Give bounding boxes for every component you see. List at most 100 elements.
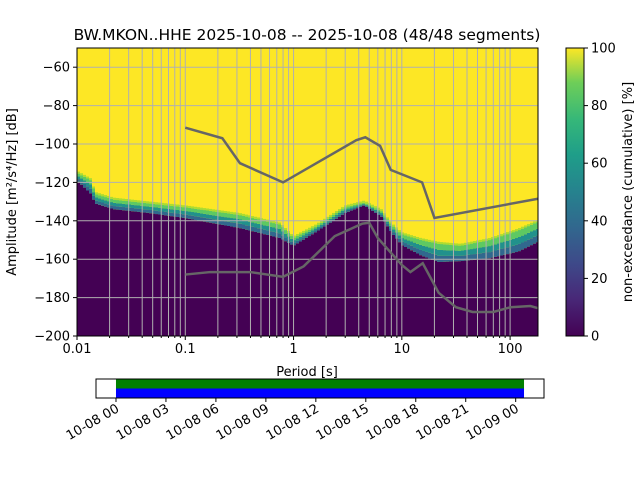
heatmap-cell-low xyxy=(140,212,143,336)
heatmap-cell-band xyxy=(209,208,212,211)
heatmap-cell-low xyxy=(386,226,389,336)
heatmap-cell-band xyxy=(533,230,536,237)
heatmap-cell-band xyxy=(533,221,536,224)
heatmap-cell-band xyxy=(389,223,392,226)
heatmap-cell-band xyxy=(434,248,437,255)
heatmap-cell-band xyxy=(332,216,335,219)
heatmap-cell-band xyxy=(371,208,374,210)
heatmap-cell-band xyxy=(116,198,119,201)
heatmap-cell-band xyxy=(419,244,422,250)
colorbar-ticks: 0 20 40 60 80 100 xyxy=(584,42,616,345)
heatmap-cell-band xyxy=(398,238,401,243)
heatmap-cell-band xyxy=(170,209,173,213)
heatmap-cell-band xyxy=(491,251,494,258)
heatmap-cell-band xyxy=(170,203,173,206)
heatmap-cell-band xyxy=(203,208,206,211)
heatmap-cell-band xyxy=(182,207,185,211)
heatmap-cell-low xyxy=(311,234,314,336)
y-tick-label: −160 xyxy=(34,253,70,268)
heatmap-cell-band xyxy=(113,199,116,203)
heatmap-cell-band xyxy=(503,233,506,236)
heatmap-cell-band xyxy=(293,240,296,243)
coverage-bar-top xyxy=(115,379,525,389)
heatmap-cell-band xyxy=(308,231,311,234)
y-axis-label: Amplitude [m²/s⁴/Hz] [dB] xyxy=(5,108,20,276)
heatmap-cell-low xyxy=(449,261,452,336)
heatmap-cell-band xyxy=(533,223,536,231)
heatmap-cell-band xyxy=(353,206,356,208)
heatmap-cell-band xyxy=(242,224,245,229)
heatmap-cell-band xyxy=(251,218,254,223)
heatmap-cell-band xyxy=(119,203,122,207)
heatmap-cell-band xyxy=(506,234,509,241)
heatmap-cell-band xyxy=(236,223,239,228)
heatmap-cell-band xyxy=(314,226,317,229)
heatmap-cell-band xyxy=(497,235,500,238)
heatmap-cell-band xyxy=(533,236,536,244)
heatmap-cell-low xyxy=(440,261,443,336)
heatmap-cell-band xyxy=(410,237,413,242)
heatmap-cell-band xyxy=(161,202,164,205)
heatmap-cell-band xyxy=(134,205,137,209)
heatmap-cell-band xyxy=(152,201,155,204)
heatmap-cell-band xyxy=(356,206,359,209)
heatmap-cell-band xyxy=(428,252,431,259)
heatmap-cell-band xyxy=(377,207,380,210)
heatmap-cell-band xyxy=(107,204,110,208)
heatmap-cell-band xyxy=(512,232,515,239)
heatmap-cell-band xyxy=(98,201,101,205)
heatmap-cell-band xyxy=(260,220,263,225)
heatmap-cell-band xyxy=(305,235,308,238)
heatmap-cell-band xyxy=(464,255,467,261)
ppsd-heatmap xyxy=(77,48,538,336)
heatmap-cell-band xyxy=(329,216,332,219)
x-axis-label: Period [s] xyxy=(276,365,338,380)
heatmap-cell-band xyxy=(284,228,287,231)
heatmap-cell-band xyxy=(428,241,431,248)
heatmap-cell-low xyxy=(227,226,230,336)
heatmap-cell-low xyxy=(95,203,98,336)
timeline-tick-label: 10-08 21 xyxy=(414,401,472,443)
heatmap-cell-band xyxy=(482,239,485,242)
heatmap-cell-band xyxy=(527,239,530,247)
heatmap-cell-low xyxy=(359,206,362,336)
heatmap-cell-band xyxy=(122,198,125,201)
heatmap-cell-low xyxy=(320,228,323,336)
heatmap-cell-band xyxy=(185,207,188,212)
heatmap-cell-band xyxy=(158,211,161,215)
timeline-tick-label: 10-08 03 xyxy=(114,401,172,443)
heatmap-cell-band xyxy=(389,225,392,229)
heatmap-cell-band xyxy=(125,199,128,202)
heatmap-cell-band xyxy=(158,204,161,208)
heatmap-cell-band xyxy=(140,205,143,209)
heatmap-cell-band xyxy=(524,225,527,228)
y-axis: −200 −180 −160 −140 −120 −100 −80 −60 xyxy=(34,61,77,345)
heatmap-cell-band xyxy=(146,209,149,213)
heatmap-cell-band xyxy=(347,206,350,209)
heatmap-cell-low xyxy=(158,214,161,336)
heatmap-cell-band xyxy=(185,211,188,215)
heatmap-cell-band xyxy=(407,236,410,241)
heatmap-cell-low xyxy=(419,255,422,336)
heatmap-cell-band xyxy=(149,206,152,210)
heatmap-cell-band xyxy=(176,206,179,210)
heatmap-cell-band xyxy=(257,228,260,233)
heatmap-cell-band xyxy=(263,225,266,230)
heatmap-cell-band xyxy=(86,176,89,179)
heatmap-cell-band xyxy=(521,226,524,229)
heatmap-cell-band xyxy=(281,225,284,228)
heatmap-cell-band xyxy=(110,196,113,199)
heatmap-cell-band xyxy=(176,209,179,214)
heatmap-cell-band xyxy=(170,212,173,217)
heatmap-cell-band xyxy=(479,239,482,242)
heatmap-cell-band xyxy=(227,217,230,222)
heatmap-cell-band xyxy=(77,171,80,174)
heatmap-cell-band xyxy=(272,221,275,224)
heatmap-cell-band xyxy=(122,200,125,204)
heatmap-cell-band xyxy=(317,222,320,225)
heatmap-cell-band xyxy=(431,253,434,260)
heatmap-cell-band xyxy=(506,247,509,255)
heatmap-cell-band xyxy=(422,250,425,257)
heatmap-cell-band xyxy=(164,208,167,212)
